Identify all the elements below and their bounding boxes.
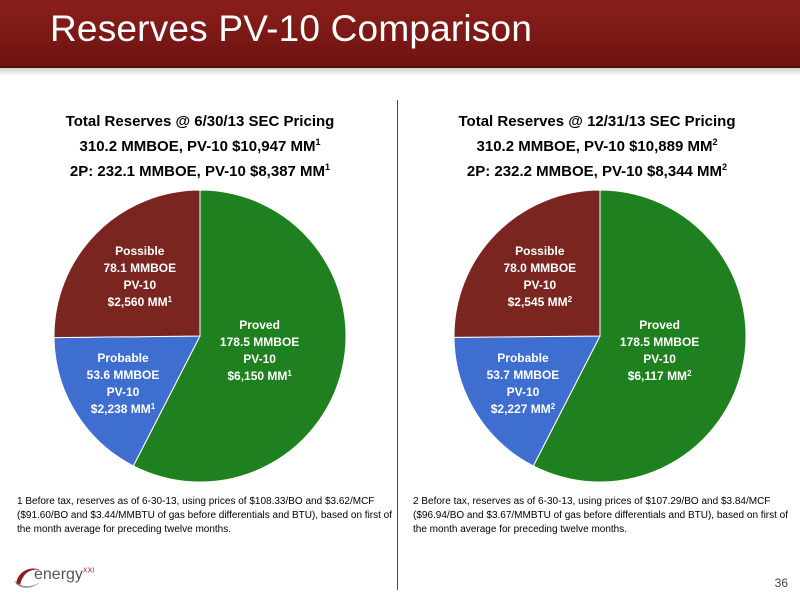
slice-label-line: 53.7 MMBOE [487, 368, 560, 382]
slice-label-line: Proved [239, 318, 280, 332]
slice-label-line: 78.1 MMBOE [103, 261, 176, 275]
slice-label-line: $2,238 MM [91, 402, 151, 416]
slice-label-probable: Probable 53.7 MMBOE PV-10 $2,227 MM2 [487, 351, 560, 416]
slice-label-line: Possible [515, 244, 565, 258]
slide-title: Reserves PV-10 Comparison [50, 8, 533, 49]
page-number: 36 [774, 576, 788, 590]
slice-label-line: Possible [115, 244, 165, 258]
slice-label-line: 178.5 MMBOE [620, 335, 699, 349]
chart-title-left: Total Reserves @ 6/30/13 SEC Pricing 310… [10, 107, 390, 182]
pie-slice-proved [532, 189, 747, 483]
footnote-marker: 2 [687, 369, 692, 378]
chart-title-line: Total Reserves @ 12/31/13 SEC Pricing [458, 113, 736, 130]
slice-label-proved: Proved 178.5 MMBOE PV-10 $6,117 MM2 [620, 318, 699, 383]
slice-label-line: PV-10 [243, 352, 276, 366]
slice-label-line: $6,150 MM [227, 369, 287, 383]
slice-label-line: $2,227 MM [491, 402, 551, 416]
pie-chart-right: Proved 178.5 MMBOE PV-10 $6,117 MM2Probable… [453, 189, 747, 483]
slice-label-line: 53.6 MMBOE [87, 368, 160, 382]
chart-title-line: 2P: 232.1 MMBOE, PV-10 $8,387 MM1 [69, 162, 331, 180]
slice-label-line: PV-10 [123, 278, 156, 292]
slice-label-line: Probable [497, 351, 549, 365]
slice-label-proved: Proved 178.5 MMBOE PV-10 $6,150 MM1 [220, 318, 299, 383]
chart-title-line: 310.2 MMBOE, PV-10 $10,947 MM1 [79, 137, 321, 155]
chart-title-line: Total Reserves @ 6/30/13 SEC Pricing [65, 113, 335, 130]
footnote-marker: 2 [568, 295, 573, 304]
footnote-marker: 2 [551, 402, 556, 411]
footnote-marker: 1 [168, 295, 173, 304]
slice-label-line: PV-10 [643, 352, 676, 366]
vertical-divider [397, 100, 398, 590]
slice-label-line: 78.0 MMBOE [504, 261, 577, 275]
slice-label-line: PV-10 [523, 278, 556, 292]
slice-label-line: 178.5 MMBOE [220, 335, 299, 349]
footnote-marker: 1 [151, 402, 156, 411]
logo-swoosh-icon [14, 568, 40, 588]
slice-label-line: Probable [97, 351, 149, 365]
slice-label-possible: Possible 78.0 MMBOE PV-10 $2,545 MM2 [504, 244, 577, 309]
footnote-marker: 1 [287, 369, 292, 378]
slice-label-possible: Possible 78.1 MMBOE PV-10 $2,560 MM1 [103, 244, 176, 309]
pie-slice-proved [132, 189, 347, 483]
chart-title-right: Total Reserves @ 12/31/13 SEC Pricing 31… [407, 107, 787, 182]
pie-slice-probable [53, 335, 201, 467]
logo-text: energyXXI [34, 566, 95, 583]
slice-label-probable: Probable 53.6 MMBOE PV-10 $2,238 MM1 [87, 351, 160, 416]
slice-label-line: $2,545 MM [508, 295, 568, 309]
chart-title-line: 310.2 MMBOE, PV-10 $10,889 MM2 [476, 137, 718, 155]
pie-slice-probable [453, 335, 601, 467]
chart-title-line: 2P: 232.2 MMBOE, PV-10 $8,344 MM2 [466, 162, 728, 180]
title-bar: Reserves PV-10 Comparison [0, 0, 800, 68]
slice-label-line: $6,117 MM [628, 369, 687, 383]
footnote-left: 1 Before tax, reserves as of 6-30-13, us… [17, 496, 393, 535]
slice-label-line: Proved [639, 318, 680, 332]
footnote-right: 2 Before tax, reserves as of 6-30-13, us… [413, 496, 789, 535]
title-shadow [0, 68, 800, 76]
pie-slice-possible [453, 189, 601, 338]
slice-label-line: PV-10 [507, 385, 540, 399]
pie-slice-possible [53, 189, 201, 339]
pie-chart-left: Proved 178.5 MMBOE PV-10 $6,150 MM1Probable… [53, 189, 347, 483]
slice-label-line: $2,560 MM [108, 295, 168, 309]
slice-label-line: PV-10 [107, 385, 140, 399]
company-logo: energyXXI [12, 562, 95, 592]
